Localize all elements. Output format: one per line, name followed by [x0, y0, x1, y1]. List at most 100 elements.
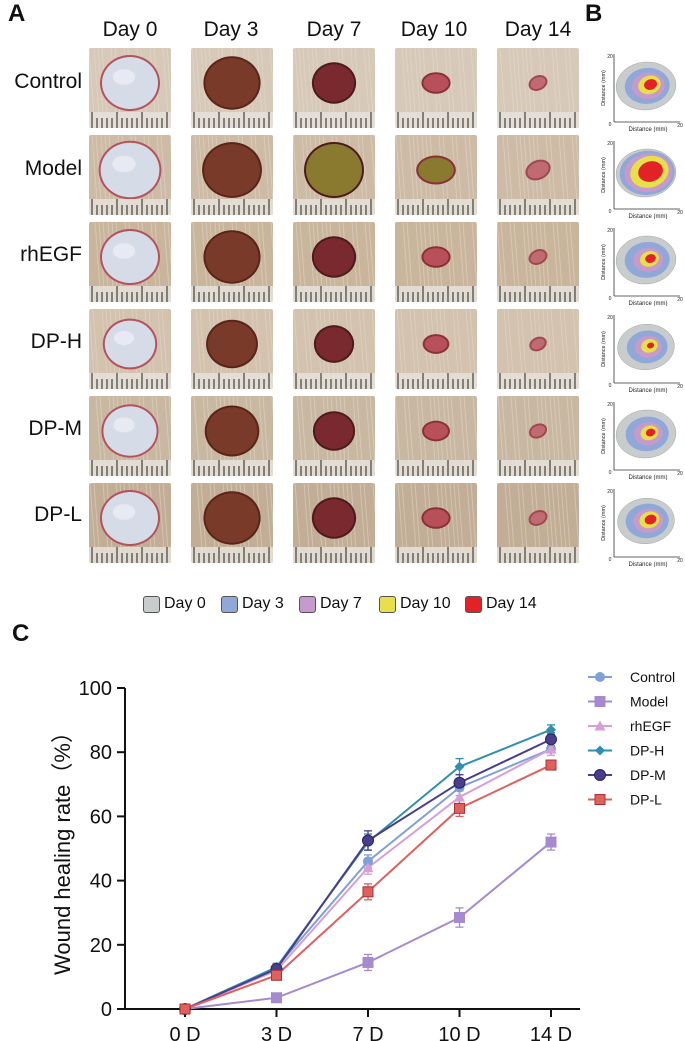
healing-rate-chart: 0 20 40 60 80 100 0 D 3 D 7 D 10 D 14 D Wound heali…	[50, 669, 675, 1041]
contour-thumbnail: 0 20 20 Distance (mm) Distance (mm)	[601, 54, 683, 132]
wound-photo	[395, 483, 477, 563]
wound-photo	[395, 48, 477, 128]
wound-photo	[293, 222, 375, 302]
data-point	[594, 720, 606, 731]
svg-text:0: 0	[609, 209, 612, 215]
data-point	[362, 886, 374, 898]
legend-label: DP-M	[630, 767, 666, 783]
x-tick-label: 3 D	[261, 1024, 292, 1041]
group-label: Control	[14, 70, 82, 93]
x-tick-label: 10 D	[438, 1024, 480, 1041]
legend-item-day10: Day 10	[379, 593, 451, 615]
y-tick-label: 40	[90, 871, 112, 893]
axis-label: Distance (mm)	[628, 214, 667, 219]
contour-thumbnail: 0 20 20 Distance (mm) Distance (mm)	[601, 402, 683, 480]
contour-day-area	[645, 428, 656, 437]
svg-text:0: 0	[609, 296, 612, 302]
svg-text:20: 20	[677, 471, 683, 477]
svg-text:20: 20	[677, 384, 683, 390]
data-point	[594, 794, 606, 805]
legend-label: rhEGF	[630, 718, 671, 734]
x-tick-label: 14 D	[530, 1024, 572, 1041]
wound-photo	[89, 483, 171, 563]
legend-item: Control	[588, 669, 675, 685]
data-point	[595, 672, 605, 682]
wound-photo	[497, 309, 579, 389]
day-header: Day 3	[203, 18, 259, 41]
axis-label: Distance (mm)	[628, 562, 667, 567]
data-point	[545, 743, 557, 754]
svg-text:20: 20	[677, 297, 683, 303]
contour-thumbnail: 0 20 20 Distance (mm) Distance (mm)	[601, 489, 683, 567]
panel-label-a: A	[8, 0, 26, 27]
svg-text:20: 20	[677, 123, 683, 129]
data-point	[362, 862, 374, 873]
group-label: DP-L	[34, 503, 82, 526]
svg-text:0: 0	[609, 383, 612, 389]
axis-label: Distance (mm)	[601, 418, 607, 454]
axis-label: Distance (mm)	[601, 244, 607, 280]
wound-photo	[89, 135, 171, 215]
day-header: Day 10	[400, 18, 468, 41]
y-tick-label: 20	[90, 935, 112, 957]
panel-label-b: B	[585, 0, 603, 27]
wound-photo	[191, 48, 273, 128]
wound-photo	[191, 483, 273, 563]
x-tick-label: 7 D	[352, 1024, 383, 1041]
wound-photo	[395, 396, 477, 476]
axis-label: Distance (mm)	[628, 388, 667, 393]
axis-label: Distance (mm)	[601, 70, 607, 106]
wound-photo	[191, 309, 273, 389]
data-point	[545, 733, 557, 746]
contour-thumbnail: 0 20 20 Distance (mm) Distance (mm)	[601, 141, 683, 219]
wound-photo	[497, 222, 579, 302]
axis-label: Distance (mm)	[601, 505, 607, 541]
axis-label: Distance (mm)	[628, 127, 667, 132]
legend-item: DP-H	[588, 743, 664, 759]
data-point	[594, 696, 606, 707]
svg-text:20: 20	[607, 402, 613, 408]
wound-photo	[293, 396, 375, 476]
data-point	[595, 745, 605, 756]
svg-text:0: 0	[609, 557, 612, 563]
svg-text:20: 20	[607, 228, 613, 234]
y-tick-label: 0	[101, 999, 112, 1021]
day-legend: Day 0 Day 3 Day 7 Day 10 Day 14	[143, 593, 563, 617]
y-tick-label: 60	[90, 806, 112, 828]
axis-label: Distance (mm)	[628, 475, 667, 480]
svg-text:20: 20	[677, 558, 683, 564]
legend-item: rhEGF	[588, 718, 671, 734]
day-header: Day 7	[306, 18, 362, 41]
legend-label: DP-H	[630, 743, 664, 759]
wound-photo	[191, 135, 273, 215]
wound-photo	[497, 483, 579, 563]
wound-photo	[497, 135, 579, 215]
data-point	[454, 761, 465, 772]
y-tick-label: 100	[79, 678, 112, 700]
contour-day-area	[644, 79, 658, 90]
wound-photo	[293, 135, 375, 215]
legend-item: DP-L	[588, 792, 662, 808]
svg-text:0: 0	[609, 122, 612, 128]
svg-text:20: 20	[607, 54, 613, 60]
legend-swatch	[143, 595, 160, 613]
contour-day-area	[638, 161, 663, 182]
data-point	[271, 992, 282, 1004]
wound-photo	[395, 309, 477, 389]
group-label: DP-H	[30, 330, 82, 353]
day-header: Day 14	[504, 18, 572, 41]
contour-day-area	[644, 514, 657, 525]
x-tick-label: 0 D	[169, 1024, 200, 1041]
contour-thumbnail: 0 20 20 Distance (mm) Distance (mm)	[601, 228, 683, 306]
data-point	[454, 912, 465, 924]
day-header: Day 0	[102, 18, 158, 41]
data-point	[545, 759, 557, 771]
svg-text:20: 20	[607, 315, 613, 321]
wound-photo	[497, 396, 579, 476]
contour-day-area	[647, 342, 655, 349]
wound-photo	[293, 48, 375, 128]
data-point	[454, 791, 465, 802]
legend-item-day3: Day 3	[221, 593, 284, 615]
group-label: DP-M	[28, 417, 82, 440]
wound-photo	[89, 309, 171, 389]
